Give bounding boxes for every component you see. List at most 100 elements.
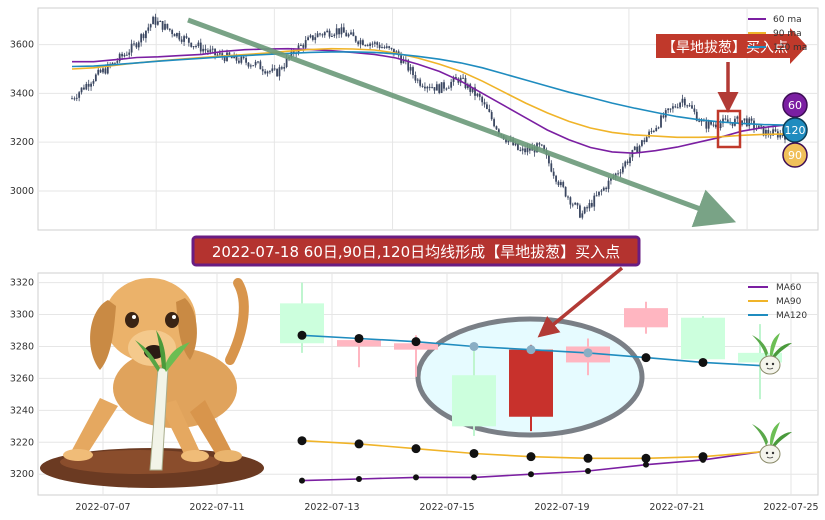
zoom-ma-point xyxy=(356,476,362,483)
overview-candle xyxy=(342,27,345,33)
overview-candle xyxy=(552,171,555,176)
overview-candle xyxy=(176,33,178,37)
overview-candle xyxy=(259,61,262,70)
overview-candle xyxy=(705,121,708,129)
overview-candle xyxy=(383,47,386,49)
overview-candle xyxy=(94,74,97,81)
zoom-ma-point xyxy=(641,453,651,463)
overview-candle xyxy=(681,98,684,103)
overview-candle xyxy=(414,75,417,81)
overview-panel: 3000 3200 3400 3600 【旱地拔葱】买入点 60 ma 90 ma 1… xyxy=(10,7,819,231)
overview-candle xyxy=(180,39,183,42)
overview-candle xyxy=(455,77,457,79)
overview-candle xyxy=(667,108,670,111)
overview-candle xyxy=(574,202,577,205)
overview-candle xyxy=(641,140,643,146)
overview-candle xyxy=(254,61,257,66)
overview-candle xyxy=(335,28,338,35)
overview-candle xyxy=(462,77,464,79)
overview-candle xyxy=(521,148,524,151)
overview-candle xyxy=(321,34,324,36)
overview-candle xyxy=(195,46,197,48)
overview-candle xyxy=(407,60,410,71)
overview-candle xyxy=(257,61,259,63)
overview-candle xyxy=(548,155,550,164)
overview-candle xyxy=(629,157,631,164)
overview-candle xyxy=(774,129,777,132)
overview-candle xyxy=(636,146,639,154)
overview-candle xyxy=(643,140,646,142)
overview-candle xyxy=(669,108,672,110)
overview-candle xyxy=(481,96,484,103)
overview-candle xyxy=(719,123,722,129)
overview-candle xyxy=(261,69,264,72)
overview-candle xyxy=(426,86,429,89)
overview-candle xyxy=(104,68,107,74)
overview-candle xyxy=(142,34,145,39)
leek-sprout-icon xyxy=(752,333,792,375)
overview-candle xyxy=(493,119,495,127)
overview-candle xyxy=(364,45,367,47)
banner-text: 2022-07-18 60日,90日,120日均线形成【旱地拔葱】买入点 xyxy=(212,243,620,261)
zoom-ma-point xyxy=(526,452,536,462)
zoom-ma-point xyxy=(698,357,708,367)
overview-candle xyxy=(626,161,629,164)
overview-candle xyxy=(710,121,712,125)
overview-candle xyxy=(688,105,691,107)
overview-ma-line-60-ma xyxy=(72,47,786,155)
x-tick-label: 2022-07-13 xyxy=(304,502,359,513)
overview-candle xyxy=(588,203,591,209)
overview-candle xyxy=(207,50,209,52)
overview-candle xyxy=(362,40,364,46)
overview-candle xyxy=(600,190,603,192)
zoom-candle xyxy=(738,352,782,363)
overview-candle xyxy=(443,82,445,89)
callout-label: 【旱地拔葱】买入点 xyxy=(662,40,788,56)
overview-candle xyxy=(216,54,219,56)
overview-candle xyxy=(316,33,319,38)
overview-candle xyxy=(302,44,305,48)
overview-candle xyxy=(97,69,100,75)
overview-legend: 60 ma 90 ma 120 ma xyxy=(748,15,807,53)
zoom-candle xyxy=(394,343,438,350)
zoom-ma-point xyxy=(698,452,708,462)
overview-candle xyxy=(171,30,174,35)
overview-candle xyxy=(111,62,114,65)
overview-candle xyxy=(726,119,729,123)
overview-candle xyxy=(369,43,371,47)
overview-candle xyxy=(211,48,214,50)
overview-candle xyxy=(78,92,81,98)
y-tick-label: 3300 xyxy=(10,310,34,321)
zoom-legend: MA60 MA90 MA120 xyxy=(748,283,807,321)
overview-candle xyxy=(517,143,519,150)
overview-candle xyxy=(469,84,472,92)
overview-candle xyxy=(252,65,255,67)
overview-candle xyxy=(624,161,627,167)
overview-candle xyxy=(583,207,586,214)
overview-candle xyxy=(249,65,252,67)
overview-candle xyxy=(736,116,739,119)
overview-candle xyxy=(483,102,486,105)
zoom-candle xyxy=(337,340,381,347)
overview-candle xyxy=(679,102,681,108)
overview-candle xyxy=(149,24,152,28)
overview-candle xyxy=(593,195,596,207)
zoom-candle xyxy=(681,317,725,360)
badge-ma90 xyxy=(782,142,808,168)
overview-candle xyxy=(695,111,698,121)
overview-candle xyxy=(92,80,95,84)
overview-candle xyxy=(271,68,274,72)
overview-candle xyxy=(638,145,641,154)
overview-candle xyxy=(166,23,169,29)
zoom-ma-lines xyxy=(297,330,761,484)
overview-candle xyxy=(767,129,770,135)
y-tick-label: 3200 xyxy=(10,137,34,148)
ma-badges: 60 120 90 xyxy=(782,92,808,168)
overview-candle xyxy=(154,16,157,25)
overview-candle xyxy=(409,67,412,71)
overview-candle xyxy=(652,130,655,132)
badge-ma120-label: 120 xyxy=(785,124,806,137)
overview-candle xyxy=(745,118,748,127)
overview-candle xyxy=(505,139,507,143)
